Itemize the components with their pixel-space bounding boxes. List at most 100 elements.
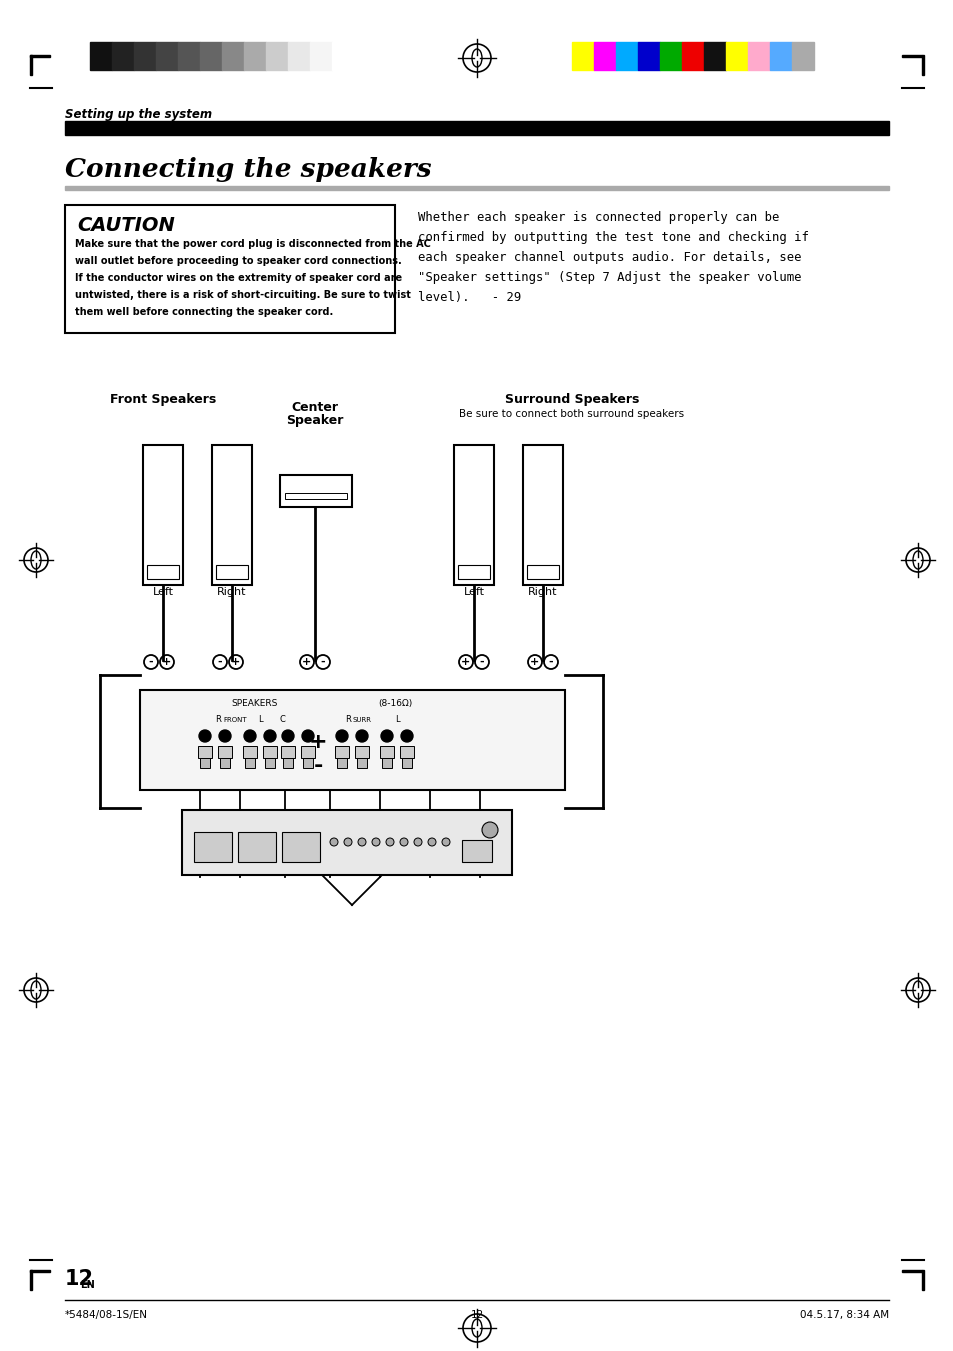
Circle shape [441, 838, 450, 846]
Text: SPEAKERS: SPEAKERS [232, 698, 278, 708]
Bar [769, 42, 791, 70]
Text: 04.5.17, 8:34 AM: 04.5.17, 8:34 AM [799, 1310, 888, 1320]
Bar [381, 758, 392, 767]
Bar [198, 746, 212, 758]
Text: +: + [461, 657, 470, 667]
Bar [285, 493, 347, 499]
Text: each speaker channel outputs audio. For details, see: each speaker channel outputs audio. For … [417, 251, 801, 263]
Bar [703, 42, 725, 70]
Text: Connecting the speakers: Connecting the speakers [65, 157, 431, 182]
Circle shape [399, 838, 408, 846]
Bar [638, 42, 659, 70]
Bar [245, 758, 254, 767]
Text: L: L [395, 715, 399, 724]
Text: R: R [214, 715, 221, 724]
Bar [399, 746, 414, 758]
Bar [156, 42, 178, 70]
Text: Speaker: Speaker [286, 413, 343, 427]
Text: R: R [345, 715, 351, 724]
Text: -: - [320, 657, 325, 667]
Bar [454, 444, 494, 585]
Text: Whether each speaker is connected properly can be: Whether each speaker is connected proper… [417, 211, 779, 224]
Text: -: - [313, 757, 322, 775]
Text: (8-16Ω): (8-16Ω) [377, 698, 412, 708]
Bar [222, 42, 244, 70]
Text: Setting up the system: Setting up the system [65, 108, 212, 122]
Text: +: + [530, 657, 539, 667]
Bar [266, 42, 288, 70]
Bar [112, 42, 133, 70]
Bar [282, 832, 319, 862]
Text: +: + [232, 657, 240, 667]
Bar [401, 758, 412, 767]
Text: EN: EN [80, 1279, 94, 1290]
Text: level).   - 29: level). - 29 [417, 290, 520, 304]
Bar [237, 832, 275, 862]
Bar [65, 186, 888, 190]
Bar [193, 832, 232, 862]
Bar [243, 746, 256, 758]
Text: Front Speakers: Front Speakers [110, 393, 216, 407]
Bar [747, 42, 769, 70]
Bar [218, 746, 232, 758]
Text: Right: Right [528, 586, 558, 597]
Text: +: + [309, 732, 327, 753]
Bar [457, 565, 490, 580]
Text: SURR: SURR [353, 717, 372, 723]
Bar [303, 758, 313, 767]
Bar [921, 1270, 923, 1290]
Bar [147, 565, 179, 580]
Text: Make sure that the power cord plug is disconnected from the AC: Make sure that the power cord plug is di… [75, 239, 431, 249]
Circle shape [414, 838, 421, 846]
Text: *5484/08-1S/EN: *5484/08-1S/EN [65, 1310, 148, 1320]
Bar [143, 444, 183, 585]
Bar [220, 758, 230, 767]
Text: CAUTION: CAUTION [77, 216, 174, 235]
Circle shape [400, 730, 413, 742]
Bar [212, 444, 252, 585]
Bar [594, 42, 616, 70]
Bar [310, 42, 332, 70]
Text: untwisted, there is a risk of short-circuiting. Be sure to twist: untwisted, there is a risk of short-circ… [75, 290, 411, 300]
Bar [200, 42, 222, 70]
Bar [65, 205, 395, 332]
Text: -: - [149, 657, 153, 667]
Circle shape [386, 838, 394, 846]
Bar [901, 1270, 921, 1273]
Text: Right: Right [217, 586, 247, 597]
Bar [901, 55, 921, 57]
Text: +: + [302, 657, 312, 667]
Text: wall outlet before proceeding to speaker cord connections.: wall outlet before proceeding to speaker… [75, 255, 401, 266]
Circle shape [282, 730, 294, 742]
Bar [140, 690, 564, 790]
Bar [336, 758, 347, 767]
Circle shape [428, 838, 436, 846]
Circle shape [264, 730, 275, 742]
Bar [725, 42, 747, 70]
Bar [356, 758, 367, 767]
Bar [90, 42, 112, 70]
Text: C: C [280, 715, 286, 724]
Circle shape [372, 838, 379, 846]
Text: FRONT: FRONT [223, 717, 247, 723]
Bar [572, 42, 594, 70]
Bar [681, 42, 703, 70]
Text: -: - [479, 657, 484, 667]
Text: If the conductor wires on the extremity of speaker cord are: If the conductor wires on the extremity … [75, 273, 402, 282]
Bar [265, 758, 274, 767]
Bar [30, 1270, 50, 1273]
Bar [522, 444, 562, 585]
Circle shape [344, 838, 352, 846]
Circle shape [244, 730, 255, 742]
Bar [200, 758, 210, 767]
Bar [526, 565, 558, 580]
Text: Surround Speakers: Surround Speakers [504, 393, 639, 407]
Bar [616, 42, 638, 70]
Bar [461, 840, 492, 862]
Bar [30, 55, 32, 76]
Bar [288, 42, 310, 70]
Bar [332, 42, 354, 70]
Text: +: + [162, 657, 172, 667]
Text: Left: Left [463, 586, 484, 597]
Bar [283, 758, 293, 767]
